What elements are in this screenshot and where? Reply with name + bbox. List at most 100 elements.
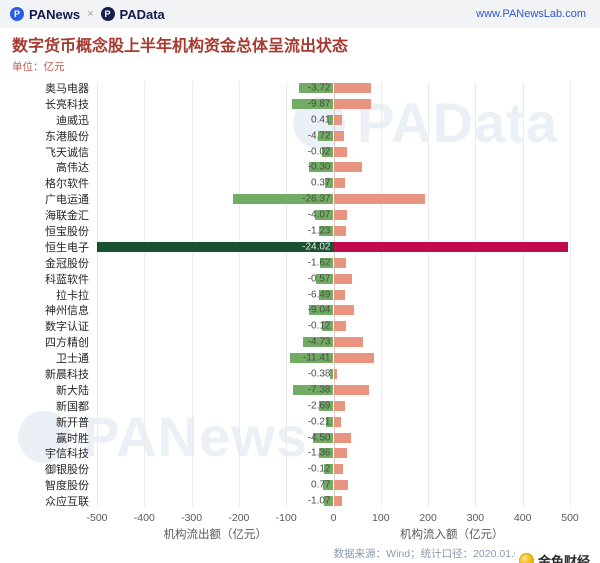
value-label: -2.69 <box>307 400 331 412</box>
chart-row: 广电运通 -26.37 <box>0 191 570 207</box>
value-label: -26.37 <box>302 193 331 205</box>
chart-row: 长亮科技 -9.87 <box>0 96 570 112</box>
outflow-bar <box>315 210 334 221</box>
row-plot: -0.12 <box>97 318 570 334</box>
row-plot: -0.12 <box>97 461 570 477</box>
chart-row: 拉卡拉 -6.49 <box>0 287 570 303</box>
x-tick-label: 400 <box>513 512 532 525</box>
outflow-bar <box>299 82 334 93</box>
axis-titles: 机构流出额（亿元） 机构流入额（亿元） <box>97 526 570 541</box>
inflow-bar <box>333 257 346 268</box>
company-label: 飞天诚信 <box>45 146 89 159</box>
gridline <box>570 82 571 508</box>
row-plot: -1.23 <box>97 223 570 239</box>
company-label: 卫士通 <box>56 353 89 366</box>
company-label: 东港股份 <box>45 130 89 143</box>
outflow-bar <box>330 368 334 379</box>
inflow-bar <box>333 480 348 491</box>
row-plot: -1.07 <box>97 493 570 509</box>
value-label: -4.72 <box>307 130 331 142</box>
company-label: 智度股份 <box>45 480 89 493</box>
brand-padata-label: PAData <box>119 6 165 22</box>
company-label: 海联金汇 <box>45 210 89 223</box>
value-label: 0.41 <box>311 114 331 126</box>
value-label: -24.02 <box>302 241 331 253</box>
value-label: -3.72 <box>307 82 331 94</box>
outflow-bar <box>322 321 334 332</box>
chart-row: 科蓝软件 -0.57 <box>0 271 570 287</box>
value-label: -0.12 <box>307 320 331 332</box>
outflow-bar <box>320 257 334 268</box>
inflow-bar <box>333 305 354 316</box>
company-label: 数字认证 <box>45 321 89 334</box>
value-label: -0.21 <box>307 416 331 428</box>
company-label: 科蓝软件 <box>45 273 89 286</box>
chart-row: 恒宝股份 -1.23 <box>0 223 570 239</box>
row-plot: 0.77 <box>97 477 570 493</box>
row-plot: -11.41 <box>97 350 570 366</box>
x-tick-label: 100 <box>372 512 390 525</box>
company-label: 御银股份 <box>45 464 89 477</box>
chart-row: 恒生电子 -24.02 <box>0 239 570 255</box>
inflow-bar <box>333 210 347 221</box>
outflow-bar <box>290 353 334 364</box>
row-plot: -0.57 <box>97 271 570 287</box>
value-label: -1.23 <box>307 225 331 237</box>
value-label: -0.02 <box>307 146 331 157</box>
chart-row: 新开普 -0.21 <box>0 414 570 430</box>
outflow-bar <box>325 178 334 189</box>
row-plot: -26.37 <box>97 191 570 207</box>
x-axis-ticks: -500 -400 -300 -200 -100 0 100 200 300 400 500 <box>86 512 578 525</box>
company-label: 金冠股份 <box>45 257 89 270</box>
company-label: 高伟达 <box>56 162 89 175</box>
chart-row: 赢时胜 -4.50 <box>0 430 570 446</box>
row-plot: 0.37 <box>97 175 570 191</box>
chart-row: 东港股份 -4.72 <box>0 128 570 144</box>
company-label: 神州信息 <box>45 305 89 318</box>
gridline <box>191 82 193 508</box>
inflow-bar <box>333 416 341 427</box>
company-label: 迪威迅 <box>56 114 89 127</box>
padata-logo-icon: P <box>100 7 115 21</box>
inflow-bar <box>333 130 344 141</box>
brand[interactable]: P PANews × P PAData <box>10 7 165 22</box>
chart-row: 卫士通 -11.41 <box>0 350 570 366</box>
bar-rows: 奥马电器 -3.72 长亮科技 -9.87 迪威迅 0.41 东港股份 -4.72 飞天诚信 -0… <box>0 80 570 509</box>
outflow-bar <box>319 448 334 459</box>
inflow-bar <box>333 114 342 125</box>
site-url-link[interactable]: www.PANewsLab.com <box>476 8 586 20</box>
x-tick-label: 200 <box>419 512 437 525</box>
x-tick-label: -400 <box>133 512 155 525</box>
chart-row: 御银股份 -0.12 <box>0 461 570 477</box>
unit-label: 单位：亿元 <box>12 61 65 73</box>
company-label: 长亮科技 <box>45 98 89 111</box>
row-plot: -4.73 <box>97 334 570 350</box>
outflow-bar <box>324 464 334 475</box>
company-label: 拉卡拉 <box>56 289 89 302</box>
row-plot: -0.21 <box>97 414 570 430</box>
brand-separator: × <box>87 8 94 20</box>
jinse-watermark: 金色财经 <box>514 549 594 563</box>
outflow-bar <box>322 146 334 157</box>
chart-row: 迪威迅 0.41 <box>0 112 570 128</box>
row-plot: -4.07 <box>97 207 570 223</box>
value-label: -9.87 <box>307 98 331 110</box>
value-label: -0.30 <box>307 161 331 173</box>
chart-row: 格尔软件 0.37 <box>0 175 570 191</box>
x-tick-label: -200 <box>228 512 250 525</box>
company-label: 新开普 <box>56 416 89 429</box>
inflow-bar <box>333 162 363 173</box>
value-label: 0.77 <box>311 479 331 491</box>
company-label: 恒宝股份 <box>45 225 89 238</box>
inflow-bar <box>333 289 345 300</box>
outflow-bar <box>326 416 334 427</box>
value-label: -1.62 <box>307 257 331 269</box>
inflow-bar <box>333 82 372 93</box>
chart-row: 众应互联 -1.07 <box>0 493 570 509</box>
company-label: 众应互联 <box>45 496 89 509</box>
source-note: 数据来源：Wind；统计口径：2020.01.02-2020/6/5 <box>333 548 570 561</box>
outflow-bar <box>315 273 334 284</box>
gridline <box>380 82 382 508</box>
company-label: 格尔软件 <box>45 178 89 191</box>
gridline <box>428 82 430 508</box>
